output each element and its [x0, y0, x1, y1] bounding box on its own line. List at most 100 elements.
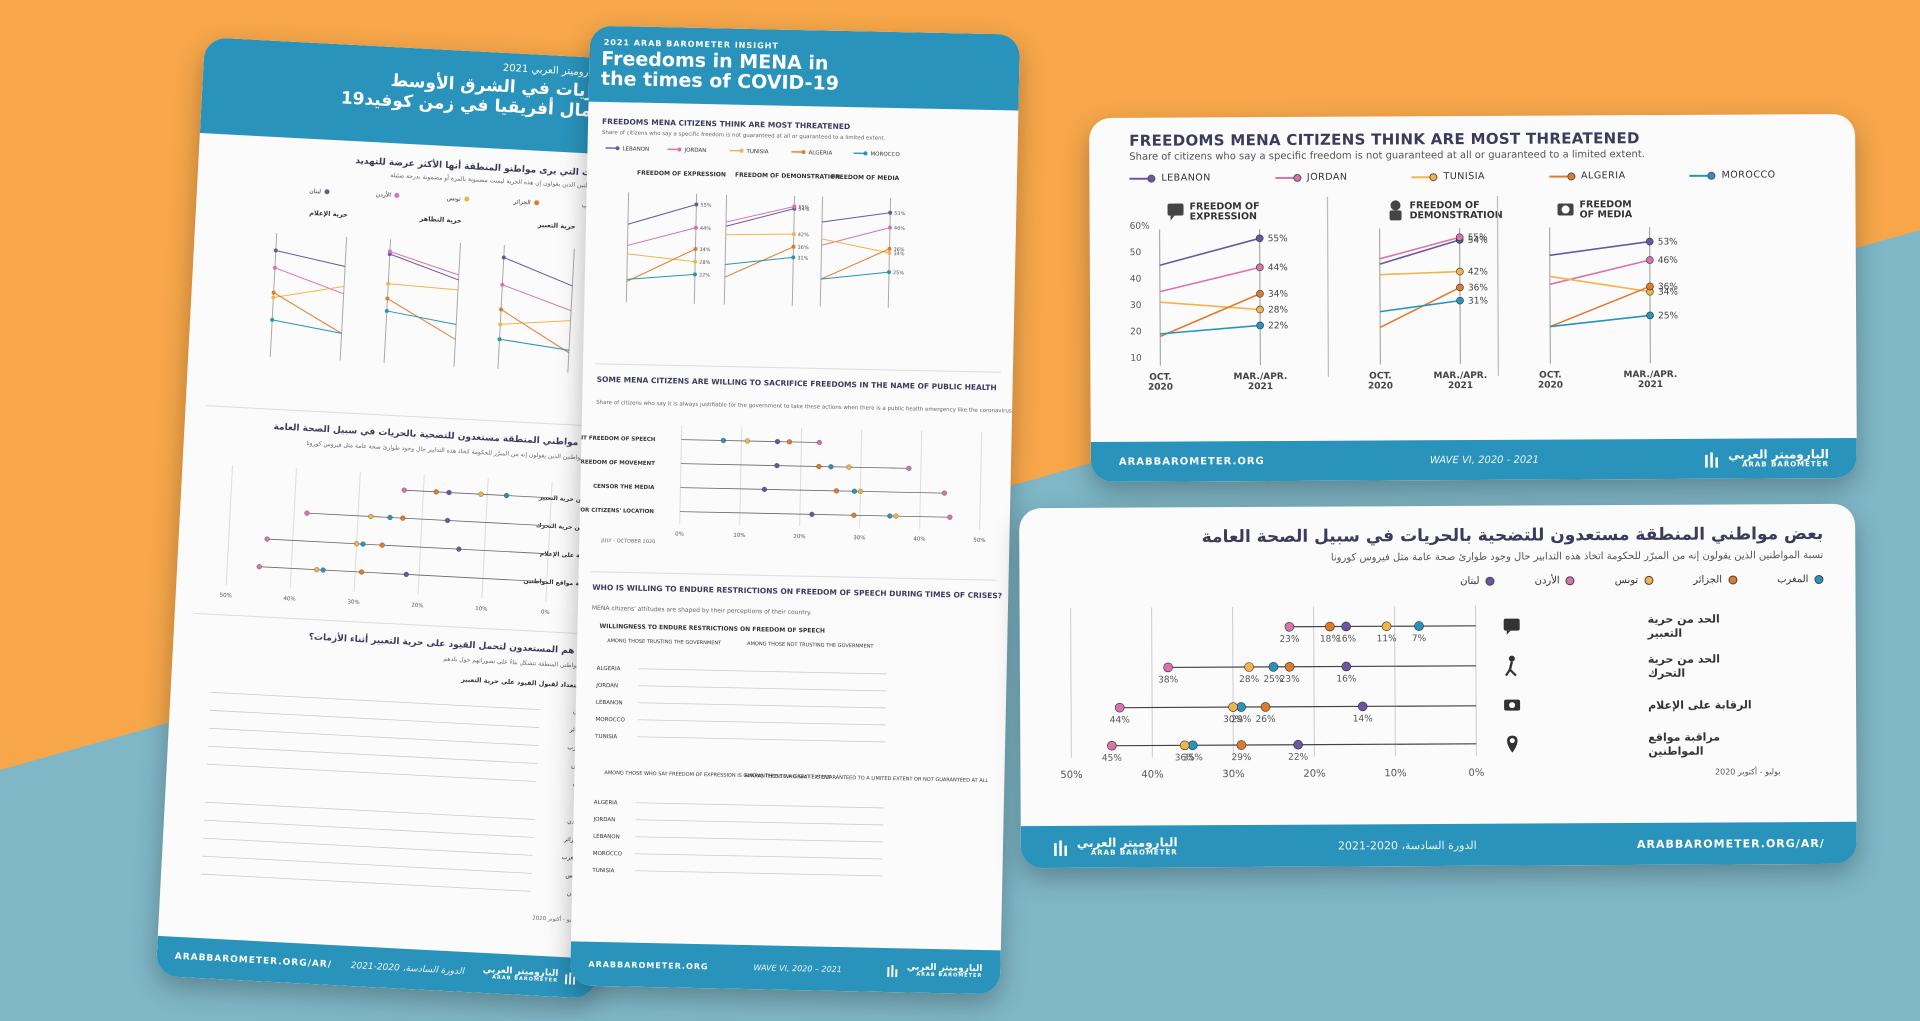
legend-label: الأردن	[1534, 575, 1560, 587]
card2-footer-url[interactable]: ARABBAROMETER.ORG	[588, 959, 709, 971]
card4-legend: المغرب الجزائر تونس الأردن لبنان	[1460, 574, 1824, 587]
x-tick-label: 50%	[973, 538, 985, 544]
country-label: ALGERIA	[594, 800, 618, 807]
dot-marker	[314, 567, 320, 573]
legend-swatch	[1549, 171, 1576, 181]
series-line	[387, 298, 456, 340]
row-label: LIMIT FREEDOM OF MOVEMENT	[571, 459, 655, 467]
row-label: MONITOR CITIZENS' LOCATION	[571, 507, 654, 515]
data-point	[692, 272, 697, 277]
row-label-line2: التحرك	[1648, 667, 1685, 680]
country-label: ALGERIA	[597, 666, 621, 673]
data-label: 36%	[797, 245, 808, 251]
x-tick-label: 10%	[475, 606, 488, 613]
legend-label: تونس	[1614, 574, 1639, 587]
data-label: 54%	[798, 207, 809, 213]
x-tick-label: 2021	[1638, 380, 1663, 390]
legend-swatch	[1814, 574, 1824, 585]
date-note: JULY - OCTOBER 2020	[600, 538, 655, 545]
x-tick-label: 30%	[347, 599, 360, 606]
country-label: JORDAN	[592, 817, 615, 823]
card2-section2-title: SOME MENA CITIZENS ARE WILLING TO SACRIF…	[597, 375, 997, 392]
data-point-jordan	[1256, 263, 1264, 272]
dot-label: 26%	[1256, 715, 1277, 725]
data-point	[270, 317, 275, 322]
x-tick-label: 50%	[1060, 770, 1082, 781]
panel-divider	[1496, 195, 1500, 376]
card1-footer-url[interactable]: ARABBAROMETER.ORG/AR/	[174, 951, 333, 971]
dot-marker	[809, 511, 815, 517]
dot-marker	[379, 542, 385, 548]
card2-dumbbell-plot: AMONG THOSE TRUSTING THE GOVERNMENT AMONG…	[591, 638, 988, 877]
panel-title: حرية الإعلام	[309, 209, 348, 219]
card3-title: FREEDOMS MENA CITIZENS THINK ARE MOST TH…	[1129, 129, 1640, 150]
dot-marker	[1381, 621, 1392, 632]
dot-label: 28%	[1239, 675, 1260, 685]
card4-chart: 50% 40% 30% 20% 10% 0% يوليو - أكتوبر 2020 7% 18…	[1060, 605, 1780, 781]
card4-footer: الباروميتر العربي ARAB BAROMETER الدورة …	[1020, 821, 1857, 869]
dot-marker	[816, 439, 822, 446]
arabic-infographic-card: نتائج الباروميتر العربي 2021 الحريات في …	[155, 37, 645, 999]
dot-marker	[503, 492, 510, 499]
legend-label: JORDAN	[1306, 171, 1348, 183]
dot-marker	[1179, 740, 1190, 751]
legend-label: TUNISIA	[1443, 170, 1486, 183]
card2-footer: ARABBAROMETER.ORG WAVE VI, 2020 – 2021 ا…	[569, 941, 1001, 995]
card4-footer-url[interactable]: ARABBAROMETER.ORG/AR/	[1636, 836, 1825, 851]
legend-swatch	[1728, 575, 1738, 585]
x-tick-label: MAR./APR.	[1623, 370, 1677, 380]
y-tick-label: 30	[1130, 301, 1142, 311]
dot-marker	[833, 488, 839, 494]
dot-marker	[851, 488, 857, 494]
legend-label: LEBANON	[622, 146, 649, 153]
legend-item: الجزائر	[1693, 574, 1738, 586]
series-line	[627, 253, 696, 263]
data-point-algeria	[1456, 283, 1464, 292]
series-line	[275, 250, 346, 268]
card3-footer-url[interactable]: ARABBAROMETER.ORG	[1118, 455, 1265, 468]
data-label: 34%	[699, 247, 710, 253]
series-line	[389, 253, 459, 281]
dot-label: 23%	[1279, 635, 1300, 645]
series-line	[725, 233, 794, 236]
card1-body: الحريات التي يرى مواطنو المنطقة أنها الأ…	[194, 154, 617, 924]
series-line-morocco	[1550, 314, 1651, 328]
data-point	[271, 295, 276, 300]
dot-label: 16%	[1336, 634, 1357, 644]
legend-dot	[677, 147, 682, 152]
dot-label: 14%	[1353, 714, 1374, 724]
panel-title: حرية التعبير	[537, 221, 576, 231]
data-point	[791, 244, 796, 249]
dot-marker	[720, 437, 726, 444]
legend-swatch	[1644, 575, 1654, 585]
dot-marker	[1284, 661, 1295, 672]
gridline	[353, 471, 361, 592]
dot-marker	[1341, 661, 1352, 672]
data-point	[887, 270, 892, 275]
series-line-lebanon	[1549, 240, 1650, 257]
legend-label: ALGERIA	[808, 150, 832, 157]
x-tick-label: 20%	[1303, 769, 1325, 780]
legend-dot	[801, 150, 806, 155]
walking-icon	[1505, 655, 1517, 677]
data-label: 44%	[1268, 263, 1289, 273]
data-point-tunisia	[1256, 305, 1264, 314]
gridline	[859, 429, 863, 528]
gridline	[979, 431, 983, 530]
dot-marker	[358, 569, 365, 575]
legend-label: MOROCCO	[870, 152, 900, 159]
gridline	[679, 425, 683, 524]
series-line	[725, 206, 795, 223]
country-label: TUNISIA	[594, 734, 617, 740]
card2-section3-title: WHO IS WILLING TO ENDURE RESTRICTIONS ON…	[592, 583, 1002, 601]
card1-dot-plot: 50% 40% 30% 20% 10% 0% الحد من حرية التعبير الح…	[219, 465, 599, 616]
series-line-tunisia	[1549, 275, 1651, 293]
gridline	[289, 468, 297, 589]
x-tick-label: 40%	[913, 536, 925, 542]
series-line-jordan	[1379, 236, 1460, 260]
data-label: 42%	[1468, 267, 1489, 277]
x-tick-label: MAR./APR.	[1233, 372, 1287, 382]
dot-label: 45%	[1102, 754, 1123, 764]
dot-marker	[893, 513, 899, 519]
